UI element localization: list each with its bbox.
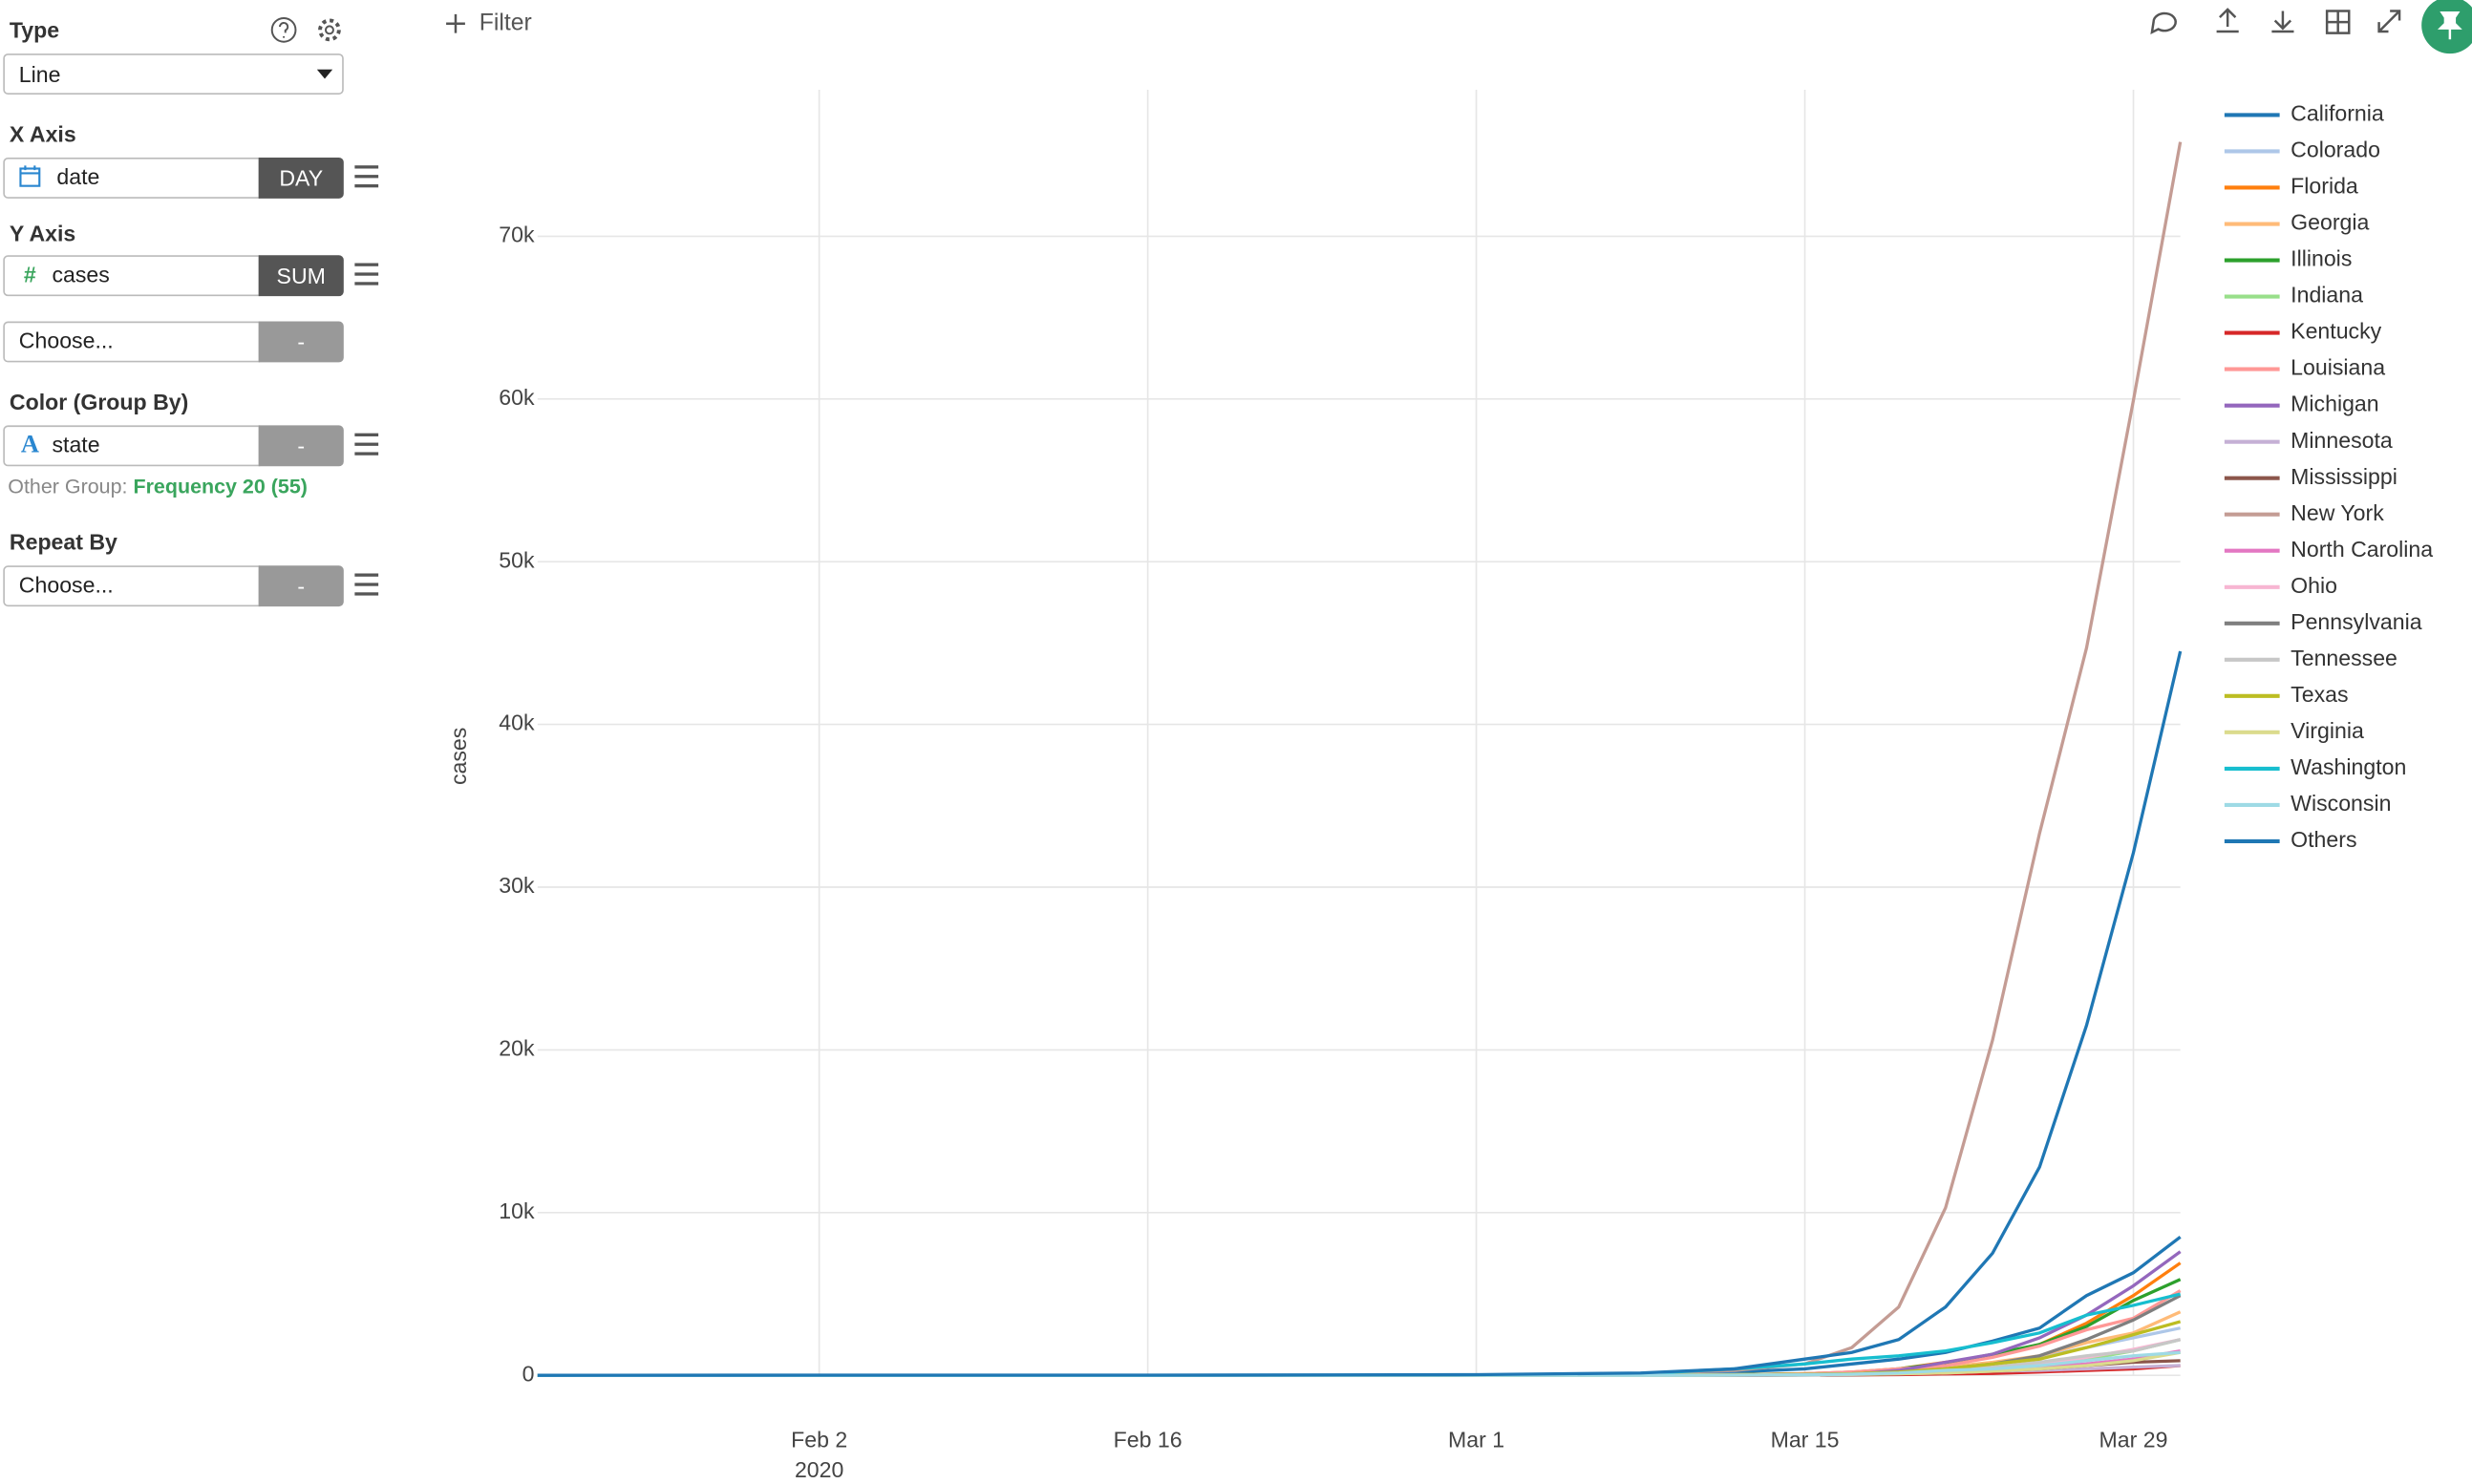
legend-label: Florida — [2291, 174, 2358, 199]
x-agg[interactable]: DAY — [258, 157, 344, 199]
repeat-agg[interactable]: - — [258, 565, 344, 607]
x-tick-label: Mar 15 — [1771, 1428, 1840, 1452]
other-group-value[interactable]: Frequency 20 (55) — [133, 474, 308, 498]
type-icons[interactable] — [268, 12, 348, 47]
legend-label: Washington — [2291, 754, 2406, 779]
y-menu[interactable] — [354, 263, 379, 291]
legend-label: North Carolina — [2291, 537, 2433, 562]
y-tick-label: 60k — [499, 385, 535, 410]
help-glyph — [278, 21, 289, 38]
filter-plus-icon[interactable] — [446, 13, 465, 33]
legend-label: Colorado — [2291, 138, 2380, 162]
repeat-label: Repeat By — [9, 529, 117, 555]
y-tick-label: 0 — [522, 1361, 535, 1386]
type-select[interactable]: Line — [3, 53, 344, 95]
repeat-menu[interactable] — [354, 573, 379, 602]
type-value: Line — [18, 61, 61, 87]
x-column[interactable]: date — [3, 157, 261, 199]
color-label: Color (Group By) — [9, 389, 189, 414]
series-line — [537, 1261, 2182, 1377]
y-tick-label: 30k — [499, 873, 535, 898]
table-icon[interactable] — [2325, 10, 2351, 34]
x-tick-label: Mar 1 — [1448, 1428, 1504, 1452]
toolbar-icons[interactable] — [446, 8, 2401, 34]
y-tick-label: 40k — [499, 710, 535, 735]
legend-label: Pennsylvania — [2291, 609, 2422, 634]
y-tick-label: 10k — [499, 1198, 535, 1223]
x-column-name: date — [56, 163, 100, 189]
x-tick-label: Mar 29 — [2099, 1428, 2168, 1452]
legend-label: Ohio — [2291, 573, 2337, 598]
help-icon[interactable] — [270, 16, 297, 43]
repeat-column[interactable]: Choose... — [3, 565, 261, 607]
legend-label: Indiana — [2291, 283, 2363, 307]
x-menu[interactable] — [354, 165, 379, 194]
y-column-name: cases — [52, 261, 110, 287]
legend-label: Kentucky — [2291, 319, 2381, 344]
text-icon: A — [20, 432, 39, 459]
series-line — [537, 1278, 2182, 1377]
pin-icon — [2437, 11, 2462, 40]
comment-icon[interactable] — [2150, 11, 2177, 34]
number-icon: # — [23, 261, 36, 287]
legend-label: California — [2291, 101, 2384, 126]
y-tick-label: 70k — [499, 223, 535, 247]
y-agg[interactable]: SUM — [258, 255, 344, 297]
gear-hub — [325, 25, 334, 35]
other-group-label: Other Group: — [8, 474, 128, 498]
legend-label: Texas — [2291, 682, 2348, 707]
upload-icon[interactable] — [2216, 8, 2239, 33]
caret — [316, 69, 333, 79]
y-axis-label-panel: Y Axis — [9, 220, 76, 246]
legend-label: Virginia — [2291, 718, 2364, 743]
legend-label: Georgia — [2291, 210, 2369, 235]
legend-label: Tennessee — [2291, 646, 2397, 670]
series-line — [537, 1236, 2182, 1377]
y-extra-column[interactable]: Choose... — [3, 321, 261, 363]
legend-label: New York — [2291, 500, 2384, 525]
y-extra-agg[interactable]: - — [258, 321, 344, 363]
legend-label: Others — [2291, 827, 2356, 852]
series-line — [537, 141, 2183, 1377]
download-icon[interactable] — [2271, 11, 2294, 33]
other-group: Other Group: Frequency 20 (55) — [8, 475, 308, 498]
y-column[interactable]: # cases — [3, 255, 261, 297]
legend-label: Michigan — [2291, 392, 2378, 416]
legend-label: Minnesota — [2291, 428, 2393, 453]
color-menu[interactable] — [354, 433, 379, 462]
filter-button[interactable]: Filter — [479, 10, 532, 35]
y-tick-label: 20k — [499, 1036, 535, 1061]
legend-label: Wisconsin — [2291, 791, 2391, 816]
x-axis-label: X Axis — [9, 121, 76, 147]
gear-icon[interactable] — [318, 18, 341, 42]
color-column-name: state — [52, 432, 100, 457]
legend-label: Mississippi — [2291, 464, 2397, 489]
y-tick-label: 50k — [499, 547, 535, 572]
calendar-icon — [19, 165, 41, 187]
expand-icon[interactable] — [2377, 10, 2401, 33]
legend-label: Louisiana — [2291, 355, 2385, 380]
type-label: Type — [9, 17, 60, 43]
legend-label: Illinois — [2291, 246, 2352, 271]
x-year-label: 2020 — [795, 1457, 843, 1482]
y-axis-label: cases — [446, 728, 471, 785]
series-line — [537, 650, 2183, 1377]
x-tick-label: Feb 16 — [1114, 1428, 1183, 1452]
x-tick-label: Feb 2 — [791, 1428, 847, 1452]
color-agg[interactable]: - — [258, 425, 344, 467]
